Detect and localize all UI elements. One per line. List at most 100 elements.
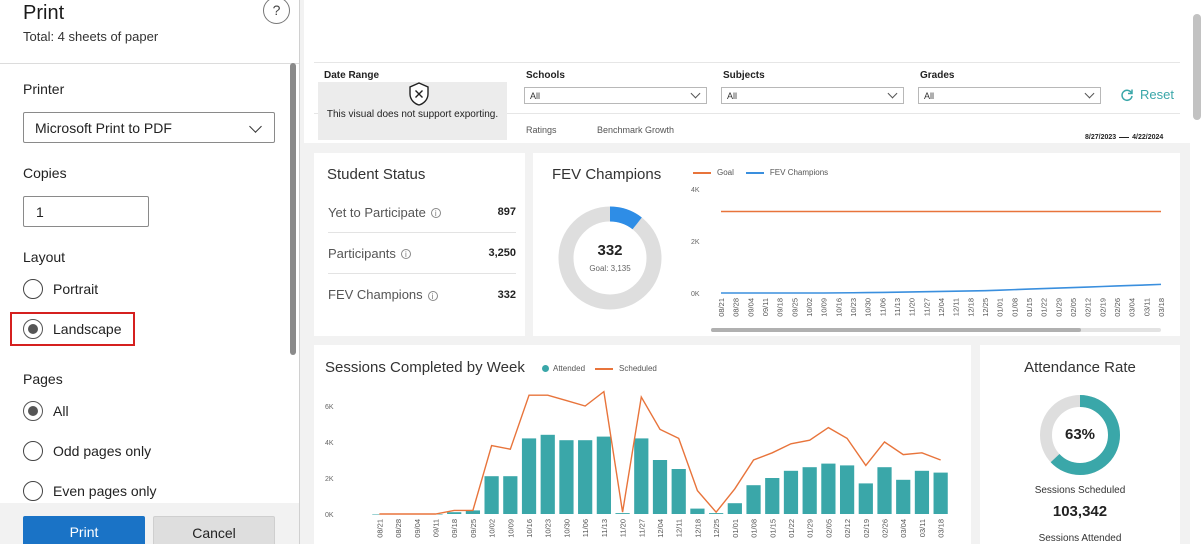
bar-attended [839, 465, 855, 514]
bar-attended [709, 513, 724, 514]
bar-attended [727, 503, 742, 514]
x-tick-label: 10/02 [805, 298, 814, 317]
x-tick-label: 03/11 [1142, 298, 1151, 316]
stat-label: FEV Champions [328, 287, 423, 302]
x-tick-label: 11/13 [600, 519, 609, 537]
print-title: Print [23, 2, 65, 24]
y-tick-label: 2K [691, 239, 700, 246]
pages-even-option[interactable]: Even pages only [23, 481, 157, 501]
print-button[interactable]: Print [23, 516, 145, 544]
bar-attended [447, 512, 462, 514]
x-tick-label: 03/11 [918, 519, 927, 537]
radio-even[interactable] [23, 481, 43, 501]
sessions-legend: Attended Scheduled [542, 364, 657, 373]
date-range-label: Date Range [324, 70, 380, 81]
printer-value: Microsoft Print to PDF [35, 120, 172, 136]
bar-attended [858, 483, 873, 514]
chevron-down-icon [1084, 88, 1095, 99]
schools-dropdown[interactable]: All [524, 87, 707, 104]
sessions-scheduled-label: Sessions Scheduled [1034, 485, 1126, 496]
x-tick-label: 12/11 [952, 298, 961, 316]
tab-benchmark-growth[interactable]: Benchmark Growth [597, 125, 675, 135]
x-tick-label: 03/18 [1157, 298, 1166, 317]
x-tick-label: 02/19 [1098, 298, 1107, 317]
legend-swatch-fev [745, 171, 764, 174]
radio-landscape[interactable] [23, 319, 43, 339]
x-tick-label: 01/15 [768, 519, 777, 538]
printer-label: Printer [23, 81, 65, 97]
bar-attended [783, 470, 799, 514]
bar-attended [540, 434, 555, 514]
x-tick-label: 01/08 [750, 519, 759, 538]
x-tick-label: 09/18 [776, 298, 785, 317]
info-icon[interactable]: i [427, 290, 438, 301]
schools-value: All [530, 91, 541, 101]
date-range-values: 8/27/2023 4/22/2024 [1085, 134, 1163, 141]
radio-odd[interactable] [23, 441, 43, 461]
tab-ratings[interactable]: Ratings [526, 125, 557, 135]
attendance-title: Attendance Rate [1024, 359, 1136, 376]
x-tick-label: 10/23 [544, 519, 553, 538]
x-tick-label: 10/16 [525, 519, 534, 538]
layout-landscape-option[interactable]: Landscape [23, 319, 122, 339]
bar-attended [765, 478, 780, 514]
x-tick-label: 10/02 [488, 519, 497, 538]
radio-portrait[interactable] [23, 279, 43, 299]
y-tick-label: 4K [325, 440, 334, 447]
legend-swatch-goal [693, 171, 711, 174]
fev-donut-chart [558, 206, 662, 310]
cancel-button[interactable]: Cancel [153, 516, 275, 544]
grades-dropdown[interactable]: All [918, 87, 1101, 104]
x-tick-label: 03/04 [899, 519, 908, 538]
page-scrollbar[interactable] [1190, 0, 1204, 544]
x-tick-label: 02/12 [1084, 298, 1093, 317]
x-tick-label: 09/04 [413, 519, 422, 538]
sheets-summary: Total: 4 sheets of paper [23, 29, 159, 44]
stat-row-participants: Participants i 3,250 [328, 233, 516, 274]
subjects-value: All [727, 91, 738, 101]
refresh-icon [1121, 89, 1133, 101]
bar-attended [596, 436, 611, 514]
bar-attended [465, 510, 481, 514]
help-button[interactable]: ? [263, 0, 290, 24]
chevron-down-icon [690, 88, 701, 99]
scrollbar-thumb[interactable] [1193, 14, 1201, 120]
header-divider [0, 63, 299, 64]
student-status-card: Student Status Yet to Participate i 897 P… [314, 153, 525, 336]
y-tick-label: 4K [691, 187, 700, 194]
sessions-title: Sessions Completed by Week [325, 359, 525, 376]
pages-odd-option[interactable]: Odd pages only [23, 441, 151, 461]
grades-value: All [924, 91, 935, 101]
fev-goal-text: Goal: 3,135 [589, 264, 631, 273]
layout-portrait-option[interactable]: Portrait [23, 279, 98, 299]
radio-all[interactable] [23, 401, 43, 421]
x-tick-label: 09/25 [469, 519, 478, 538]
stat-value: 897 [497, 206, 516, 218]
reset-button[interactable]: Reset [1120, 87, 1174, 102]
subjects-dropdown[interactable]: All [721, 87, 904, 104]
x-tick-label: 02/26 [1113, 298, 1122, 317]
x-tick-label: 01/01 [731, 519, 740, 538]
fev-line-chart: 0K 2K 4K 08/21 08/28 09/04 09/11 09/18 09/25 10/0… [691, 187, 1166, 332]
legend-swatch-scheduled [595, 367, 614, 370]
pages-all-option[interactable]: All [23, 401, 69, 421]
landscape-label: Landscape [53, 321, 122, 337]
info-icon[interactable]: i [430, 208, 441, 219]
bar-attended [521, 438, 537, 514]
panel-scrollbar[interactable] [290, 63, 296, 355]
x-tick-label: 09/25 [790, 298, 799, 317]
x-tick-label: 10/16 [834, 298, 843, 317]
x-tick-label: 12/25 [712, 519, 721, 538]
portrait-label: Portrait [53, 281, 99, 297]
even-label: Even pages only [53, 483, 157, 499]
sessions-attended-label: Sessions Attended [1038, 533, 1122, 544]
info-icon[interactable]: i [400, 249, 411, 260]
attendance-donut [1040, 395, 1120, 475]
bar-attended [615, 513, 630, 514]
bar-attended [896, 479, 911, 514]
x-tick-label: 12/04 [937, 298, 946, 317]
printer-select[interactable]: Microsoft Print to PDF [23, 112, 275, 143]
x-tick-label: 09/11 [431, 519, 440, 537]
copies-input[interactable]: 1 [23, 196, 149, 227]
x-tick-label: 11/20 [619, 519, 628, 537]
